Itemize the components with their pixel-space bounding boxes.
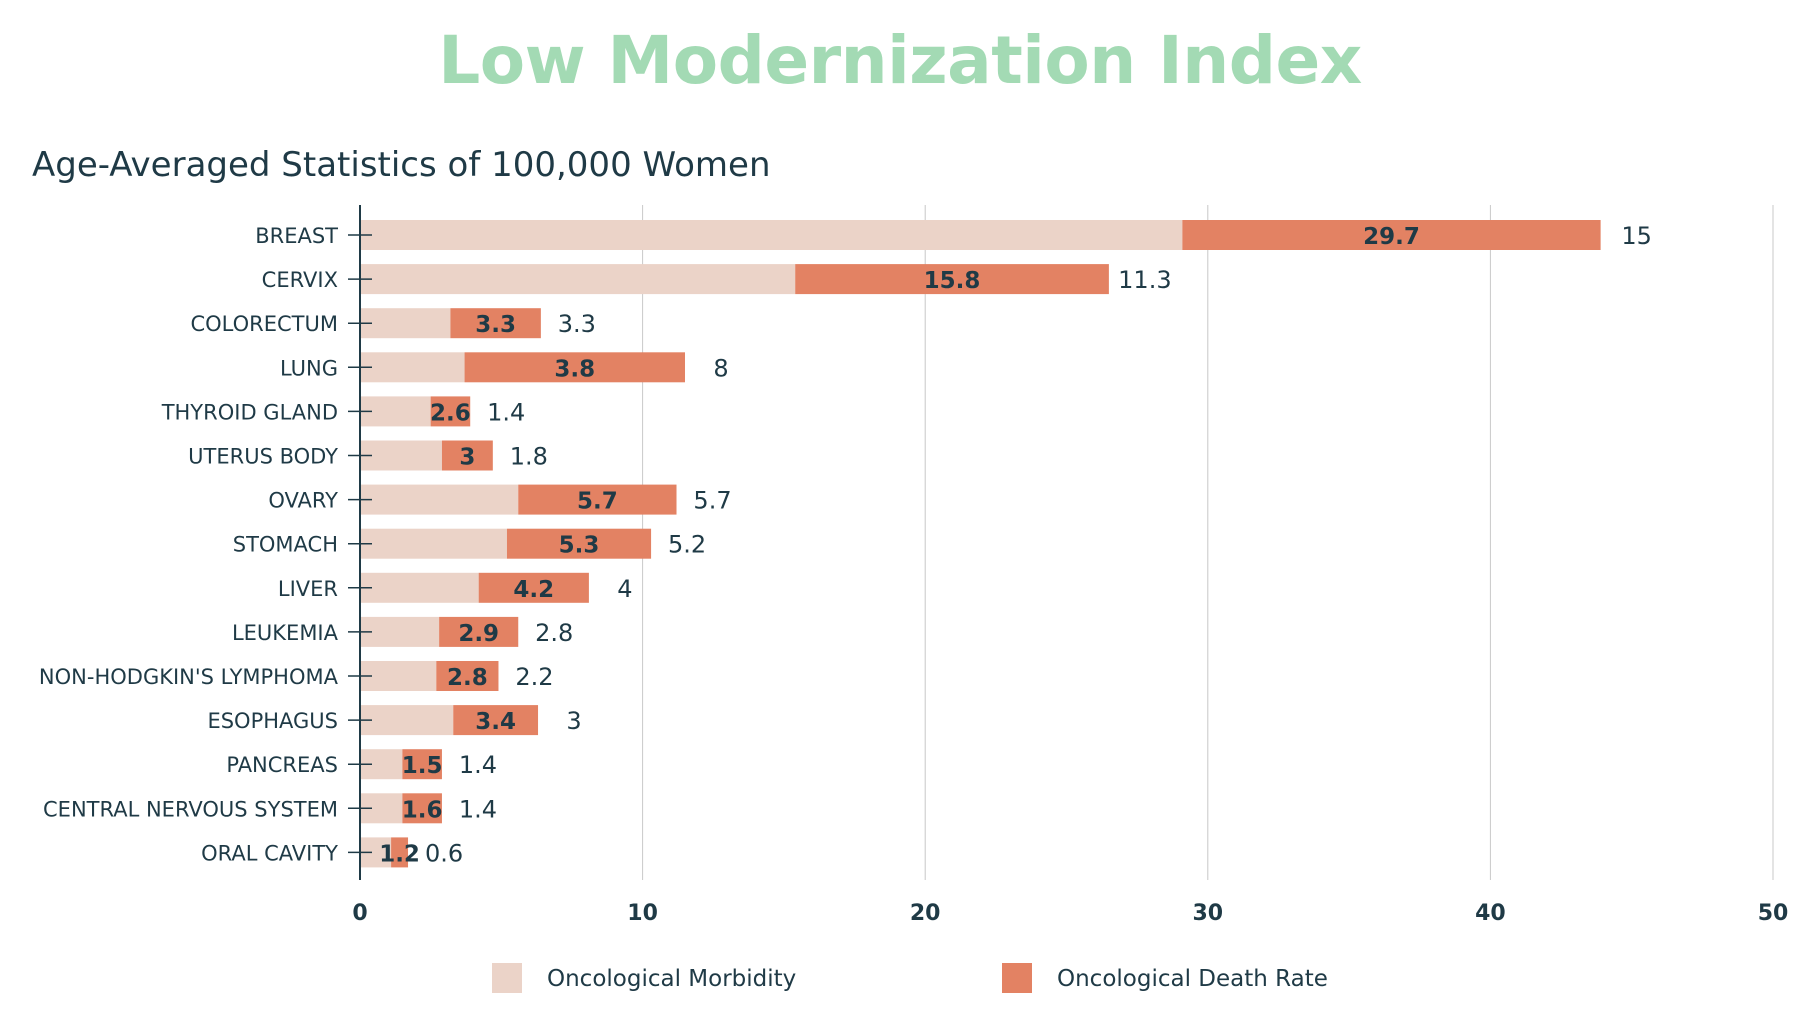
outer-value-label: 5.2	[668, 531, 706, 559]
bar-morbidity	[360, 220, 1183, 250]
bar-morbidity	[360, 705, 454, 736]
bar-death-rate	[402, 749, 442, 780]
outer-value-label: 2.2	[515, 663, 553, 691]
inner-value-label: 5.7	[577, 489, 618, 515]
chart-subtitle: Age-Averaged Statistics of 100,000 Women	[32, 145, 771, 185]
bar-death-rate	[464, 352, 685, 383]
bar-morbidity	[360, 661, 437, 691]
inner-value-label: 29.7	[1363, 224, 1420, 250]
labels-layer: 29.7 15 15.8 11.3 3.3 3.3 3.8 8 2.6 1.4 3 1.8 5.7 5.7…	[379, 222, 1652, 867]
bar-morbidity	[360, 484, 519, 515]
inner-value-label: 3	[459, 445, 475, 471]
bar-morbidity	[360, 308, 451, 339]
bar-morbidity	[360, 264, 796, 295]
category-label: STOMACH	[233, 533, 338, 557]
bar-morbidity	[360, 440, 442, 471]
category-label: LIVER	[278, 577, 338, 601]
bar-death-rate	[453, 705, 539, 736]
bar-death-rate	[450, 308, 541, 339]
outer-value-label: 3.3	[558, 310, 596, 338]
category-label: CENTRAL NERVOUS SYSTEM	[43, 797, 338, 821]
chart-title: Low Modernization Index	[438, 22, 1362, 99]
inner-value-label: 1.6	[402, 797, 443, 823]
outer-value-label: 5.7	[693, 487, 731, 515]
bar-death-rate	[430, 396, 471, 427]
bar-morbidity	[360, 528, 507, 559]
category-label: COLORECTUM	[190, 312, 338, 336]
outer-value-label: 11.3	[1118, 266, 1171, 294]
outer-value-label: 2.8	[535, 619, 573, 647]
legend-morbidity-swatch	[492, 963, 522, 993]
category-label: BREAST	[255, 224, 338, 248]
bar-morbidity	[360, 352, 465, 383]
inner-value-label: 15.8	[924, 268, 981, 294]
inner-value-label: 2.9	[458, 621, 499, 647]
category-label: ORAL CAVITY	[201, 841, 338, 865]
bar-death-rate	[1182, 220, 1601, 250]
inner-value-label: 2.6	[430, 400, 471, 426]
category-label: THYROID GLAND	[161, 400, 338, 424]
outer-value-label: 1.4	[487, 398, 525, 426]
grid-layer	[642, 205, 1774, 880]
bar-death-rate	[795, 264, 1109, 295]
bar-death-rate	[518, 484, 677, 515]
outer-value-label: 8	[713, 354, 728, 382]
category-label: LUNG	[280, 356, 338, 380]
inner-value-label: 3.8	[554, 356, 595, 382]
category-label: CERVIX	[262, 268, 338, 292]
legend-morbidity-label: Oncological Morbidity	[547, 966, 796, 992]
x-tick-label: 0	[352, 901, 367, 926]
inner-value-label: 3.3	[475, 312, 516, 338]
inner-value-label: 3.4	[475, 709, 516, 735]
inner-value-label: 5.3	[559, 533, 600, 559]
outer-value-label: 1.8	[510, 443, 548, 471]
x-tick-label: 40	[1475, 901, 1506, 926]
bars-layer	[360, 220, 1601, 868]
legend-death-rate-swatch	[1002, 963, 1032, 993]
inner-value-label: 2.8	[447, 665, 488, 691]
axis-layer: 0 10 20 30 40 50 BREAST CERVIX COLORECTUM LUNG THY…	[39, 205, 1788, 926]
legend: Oncological Morbidity Oncological Death R…	[492, 963, 1328, 993]
inner-value-label: 4.2	[513, 577, 554, 603]
bar-morbidity	[360, 572, 479, 603]
category-label: OVARY	[268, 489, 338, 513]
bar-death-rate	[441, 440, 493, 471]
category-label: LEUKEMIA	[232, 621, 339, 645]
outer-value-label: 3	[566, 707, 581, 735]
inner-value-label: 1.5	[402, 753, 443, 779]
x-tick-label: 10	[627, 901, 658, 926]
bar-death-rate	[439, 616, 519, 647]
x-tick-label: 50	[1758, 901, 1789, 926]
outer-value-label: 15	[1621, 222, 1652, 250]
outer-value-label: 1.4	[459, 795, 497, 823]
legend-death-rate-label: Oncological Death Rate	[1057, 966, 1328, 992]
category-label: NON-HODGKIN'S LYMPHOMA	[39, 665, 339, 689]
category-label: PANCREAS	[226, 753, 338, 777]
category-label: UTERUS BODY	[188, 445, 338, 469]
bar-death-rate	[402, 793, 442, 824]
outer-value-label: 4	[617, 575, 632, 603]
category-label: ESOPHAGUS	[207, 709, 338, 733]
bar-death-rate	[506, 528, 652, 559]
bar-death-rate	[391, 837, 409, 868]
bar-death-rate	[478, 572, 589, 603]
x-tick-label: 20	[910, 901, 941, 926]
bar-death-rate	[436, 661, 499, 691]
bar-morbidity	[360, 616, 440, 647]
x-tick-label: 30	[1192, 901, 1223, 926]
outer-value-label: 0.6	[425, 839, 463, 867]
outer-value-label: 1.4	[459, 751, 497, 779]
inner-value-label: 1.2	[379, 841, 420, 867]
